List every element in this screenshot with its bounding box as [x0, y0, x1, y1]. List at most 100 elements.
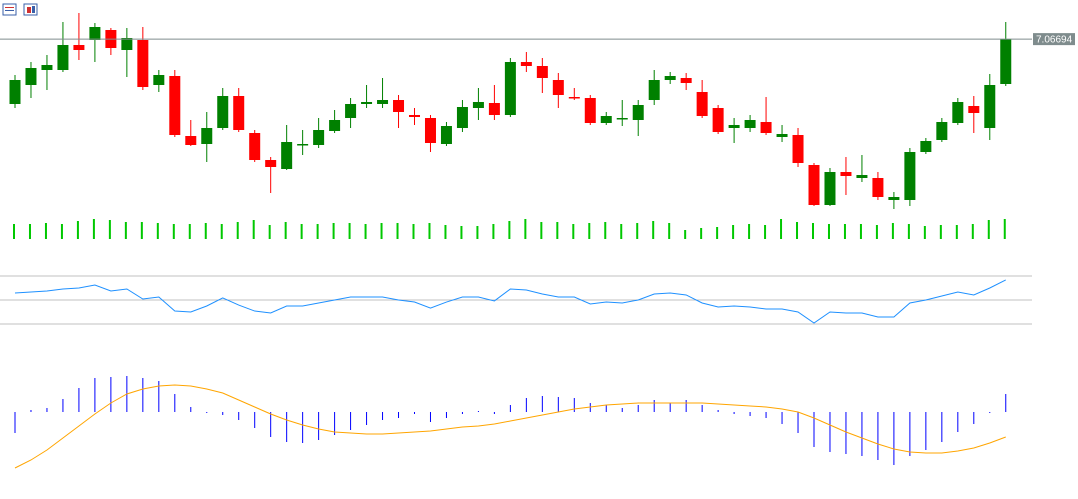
volume-bar — [620, 224, 623, 239]
candle-body — [680, 78, 692, 83]
volume-bar — [652, 221, 655, 239]
candle-body — [393, 100, 405, 112]
candle-body — [472, 102, 484, 108]
candle-body — [728, 125, 740, 128]
candle-body — [201, 128, 213, 144]
candle-body — [616, 118, 628, 120]
volume-bar — [987, 220, 990, 239]
candle-body — [281, 142, 293, 169]
volume-bar — [252, 220, 255, 239]
candle-body — [904, 152, 916, 200]
candle-body — [488, 103, 500, 115]
candle-body — [185, 136, 197, 145]
candle-body — [920, 141, 932, 152]
candle-body — [440, 126, 452, 144]
candle-body — [377, 100, 389, 104]
volume-bar — [572, 224, 575, 239]
candle-body — [504, 62, 516, 115]
volume-bar — [364, 224, 367, 239]
volume-bar — [428, 223, 431, 239]
icon-part — [32, 6, 35, 13]
volume-bar — [700, 228, 703, 239]
volume-bar — [140, 222, 143, 239]
candle-body — [73, 45, 85, 50]
volume-bar — [923, 226, 926, 239]
volume-bar — [955, 225, 958, 239]
volume-bar — [524, 219, 527, 239]
candle-body — [121, 38, 133, 50]
volume-bar — [412, 224, 415, 239]
candle-body — [265, 160, 277, 167]
candle-body — [41, 65, 53, 70]
volume-bar — [492, 224, 495, 239]
volume-bar — [796, 222, 799, 239]
volume-bar — [348, 223, 351, 239]
volume-bar — [827, 224, 830, 239]
candle-body — [840, 172, 852, 176]
volume-bar — [172, 224, 175, 239]
candle-body — [249, 133, 261, 160]
volume-bar — [556, 222, 559, 239]
last-price-box — [1033, 33, 1075, 46]
volume-bar — [300, 224, 303, 239]
volume-bar — [220, 224, 223, 239]
volume-bar — [124, 222, 127, 239]
volume-bar — [764, 225, 767, 239]
volume-bar — [444, 225, 447, 239]
candle-body — [632, 105, 644, 120]
candle-body — [792, 135, 804, 163]
volume-bar — [268, 225, 271, 239]
volume-bar — [971, 224, 974, 239]
volume-bar — [332, 223, 335, 239]
volume-bar — [588, 223, 591, 239]
candle-body — [25, 68, 37, 85]
volume-bar — [636, 223, 639, 239]
candle-body — [776, 134, 788, 137]
candle-body — [169, 76, 181, 135]
volume-bar — [668, 223, 671, 239]
volume-bar — [732, 225, 735, 239]
volume-bar — [780, 219, 783, 239]
volume-bar — [939, 225, 942, 239]
candle-body — [57, 45, 69, 70]
volume-bar — [843, 224, 846, 239]
volume-bar — [92, 219, 95, 239]
candle-body — [808, 165, 820, 205]
rsi-line — [14, 279, 1006, 324]
volume-bar — [460, 226, 463, 239]
candle-body — [600, 116, 612, 123]
volume-bar — [891, 223, 894, 239]
candle-body — [217, 96, 229, 128]
volume-bar — [540, 222, 543, 239]
icon-part — [27, 7, 31, 13]
toolbar-icons — [2, 3, 38, 16]
volume-bar — [44, 223, 47, 239]
volume-bar — [907, 224, 910, 239]
volume-bar — [284, 222, 287, 239]
volume-bar — [28, 224, 31, 239]
candle-body — [297, 144, 309, 146]
candle-body — [760, 122, 772, 133]
candle-body — [456, 107, 468, 128]
volume-bar — [396, 223, 399, 239]
candle-body — [153, 75, 165, 85]
icon[interactable] — [2, 3, 17, 16]
candle-body — [952, 102, 964, 123]
candle-body — [409, 115, 420, 117]
volume-bar — [236, 222, 239, 239]
candle-body — [664, 76, 676, 80]
candle-body — [536, 66, 548, 78]
volume-bar — [76, 221, 79, 239]
signal-line — [14, 384, 1006, 469]
candle-body — [648, 80, 660, 100]
candle-body — [361, 102, 373, 104]
volume-bar — [859, 224, 862, 239]
candle-body — [968, 106, 980, 113]
volume-bar — [812, 223, 814, 239]
candle-body — [568, 97, 580, 99]
candle-body — [137, 40, 149, 87]
volume-bar — [188, 224, 191, 239]
last-price-label: 7.06694 — [1036, 34, 1073, 45]
